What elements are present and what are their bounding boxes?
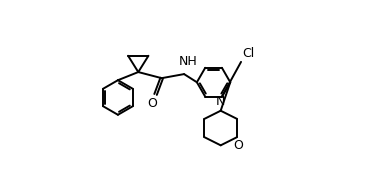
Text: Cl: Cl [243, 47, 255, 60]
Text: NH: NH [179, 55, 198, 68]
Text: O: O [147, 97, 157, 110]
Text: O: O [233, 139, 243, 152]
Text: N: N [216, 95, 226, 108]
